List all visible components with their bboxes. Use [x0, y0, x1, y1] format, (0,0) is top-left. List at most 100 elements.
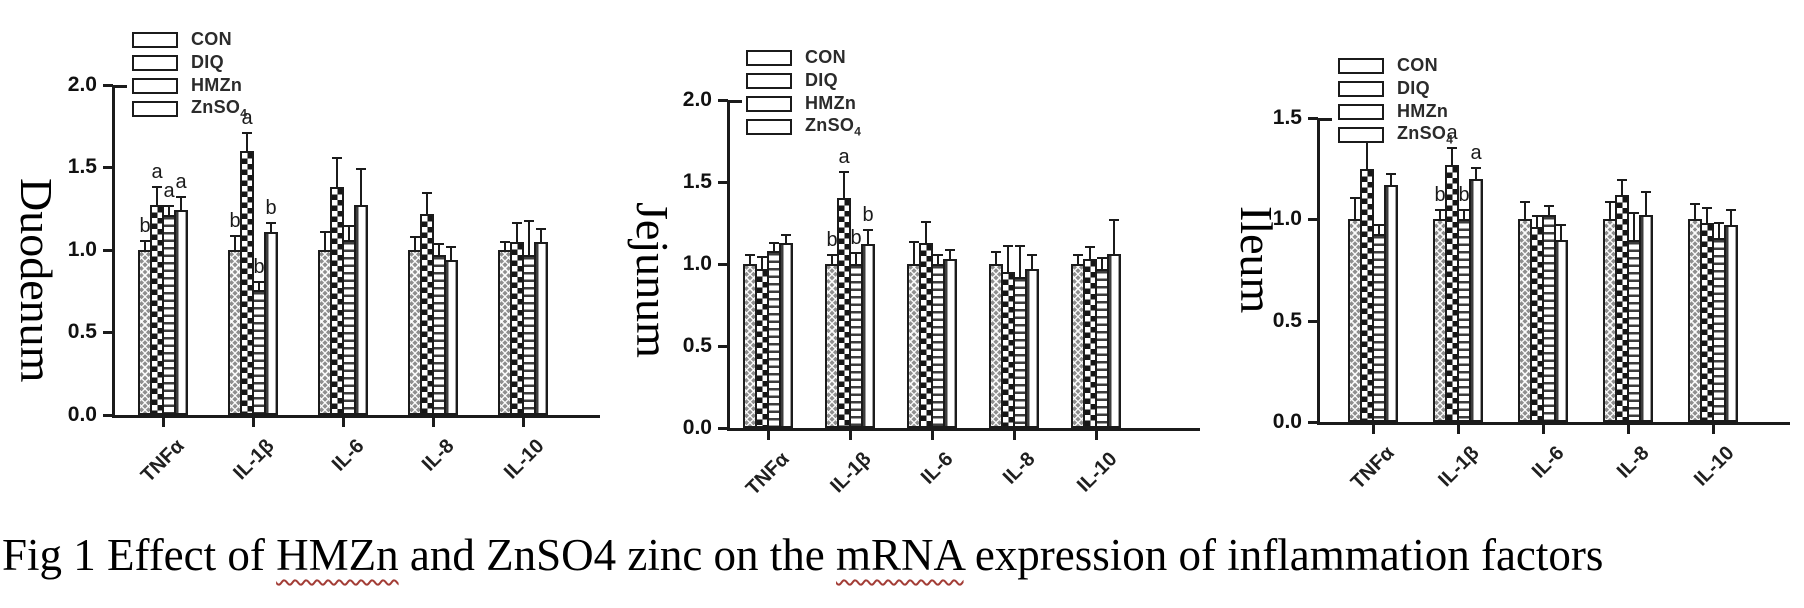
error-bar-cap — [500, 241, 510, 243]
legend-swatch-HMZn — [132, 77, 178, 94]
error-bar-cap — [933, 254, 943, 256]
bar-ZnSO4-IL-6 — [354, 205, 368, 415]
error-bar-stem — [843, 173, 845, 198]
y-axis-top-nub — [115, 85, 127, 88]
bar-ZnSO4-IL-8 — [444, 260, 458, 415]
legend-item: HMZn — [746, 92, 861, 115]
y-axis — [727, 100, 730, 431]
error-bar-stem — [234, 237, 236, 250]
sig-letter: a — [1470, 142, 1482, 164]
error-bar-stem — [360, 170, 362, 205]
error-bar-cap — [164, 205, 174, 207]
error-bar-stem — [1354, 199, 1356, 219]
legend-swatch-HMZn — [746, 95, 792, 112]
legend-swatch-DIQ — [132, 54, 178, 71]
error-bar-stem — [855, 254, 857, 264]
legend-label: DIQ — [805, 70, 838, 90]
bar-ZnSO4-TNFα — [1384, 185, 1398, 422]
bar-HMZn-IL-8 — [432, 255, 446, 415]
bar-ZnSO4-IL-10 — [534, 242, 548, 415]
bar-ZnSO4-TNFα — [174, 210, 188, 415]
legend-label: CON — [1397, 55, 1438, 75]
error-bar-cap — [863, 229, 873, 231]
error-bar-stem — [1451, 149, 1453, 165]
legend: CON DIQ HMZn ZnSO4 — [132, 28, 247, 120]
bar-DIQ-TNFα — [150, 205, 164, 415]
error-bar-stem — [949, 251, 951, 259]
y-tick — [1308, 218, 1318, 221]
sig-letter: b — [862, 204, 874, 226]
error-bar-stem — [925, 223, 927, 243]
x-axis — [1317, 422, 1790, 425]
bar-ZnSO4-IL-1β — [264, 232, 278, 415]
error-bar-stem — [348, 227, 350, 240]
error-bar-cap — [1073, 254, 1083, 256]
error-bar-stem — [1475, 169, 1477, 179]
error-bar-stem — [258, 283, 260, 290]
bar-ZnSO4-IL-6 — [1554, 240, 1568, 422]
error-bar-stem — [1718, 224, 1720, 238]
y-axis — [112, 85, 115, 418]
error-bar-stem — [761, 258, 763, 269]
y-tick — [103, 84, 113, 87]
y-tick-label: 1.5 — [67, 155, 97, 178]
error-bar-cap — [332, 157, 342, 159]
error-bar-stem — [1007, 247, 1009, 272]
error-bar-stem — [913, 243, 915, 264]
error-bar-cap — [266, 222, 276, 224]
error-bar-stem — [1548, 207, 1550, 215]
sig-letter: b — [850, 227, 862, 249]
x-tick-label: TNFα — [741, 448, 794, 500]
caption-text: Fig 1 Effect of — [2, 530, 277, 580]
sig-letter: b — [1434, 184, 1446, 206]
x-tick-label: IL-6 — [327, 435, 369, 476]
x-tick-label: IL-10 — [1072, 448, 1122, 497]
x-tick-label: TNFα — [1346, 442, 1399, 494]
error-bar-cap — [945, 249, 955, 251]
x-tick-label: IL-8 — [417, 435, 459, 476]
x-tick — [342, 418, 345, 427]
legend-label: HMZn — [191, 75, 243, 95]
sig-letter: a — [241, 107, 253, 129]
sig-letter: a — [1446, 122, 1458, 144]
error-bar-stem — [1536, 217, 1538, 227]
error-bar-cap — [921, 221, 931, 223]
sig-letter: b — [139, 215, 151, 237]
legend-label: HMZn — [805, 93, 857, 113]
error-bar-cap — [1532, 215, 1542, 217]
error-bar-cap — [1544, 205, 1554, 207]
error-bar-stem — [246, 134, 248, 151]
legend: CON DIQ HMZn ZnSO4 — [1338, 54, 1453, 146]
legend-swatch-CON — [1338, 57, 1384, 74]
y-tick — [718, 345, 728, 348]
y-tick — [718, 99, 728, 102]
y-axis-top-nub — [730, 100, 742, 103]
y-axis — [1317, 118, 1320, 425]
y-tick — [1308, 117, 1318, 120]
legend-label: ZnSO4 — [805, 114, 862, 139]
error-bar-cap — [1109, 219, 1119, 221]
y-tick-label: 0.5 — [1272, 309, 1302, 332]
legend-label: HMZn — [1397, 101, 1449, 121]
error-bar-cap — [434, 243, 444, 245]
sig-letter: b — [229, 210, 241, 232]
error-bar-cap — [1605, 201, 1615, 203]
sig-letter: b — [253, 256, 265, 278]
legend-item: CON — [1338, 54, 1453, 77]
sig-letter: a — [151, 161, 163, 183]
bar-ZnSO4-IL-1β — [861, 244, 875, 428]
error-bar-stem — [1077, 256, 1079, 264]
error-bar-cap — [991, 251, 1001, 253]
x-tick-label: IL-6 — [1527, 442, 1569, 483]
y-tick-label: 1.0 — [682, 252, 712, 275]
error-bar-cap — [757, 256, 767, 258]
bar-HMZn-IL-10 — [1095, 269, 1109, 428]
y-tick-label: 1.0 — [1272, 207, 1302, 230]
bar-ZnSO4-IL-8 — [1025, 269, 1039, 428]
legend-label: DIQ — [191, 52, 224, 72]
error-bar-cap — [827, 254, 837, 256]
error-bar-stem — [785, 236, 787, 243]
y-tick-label: 0.5 — [67, 320, 97, 343]
legend-label: CON — [191, 29, 232, 49]
